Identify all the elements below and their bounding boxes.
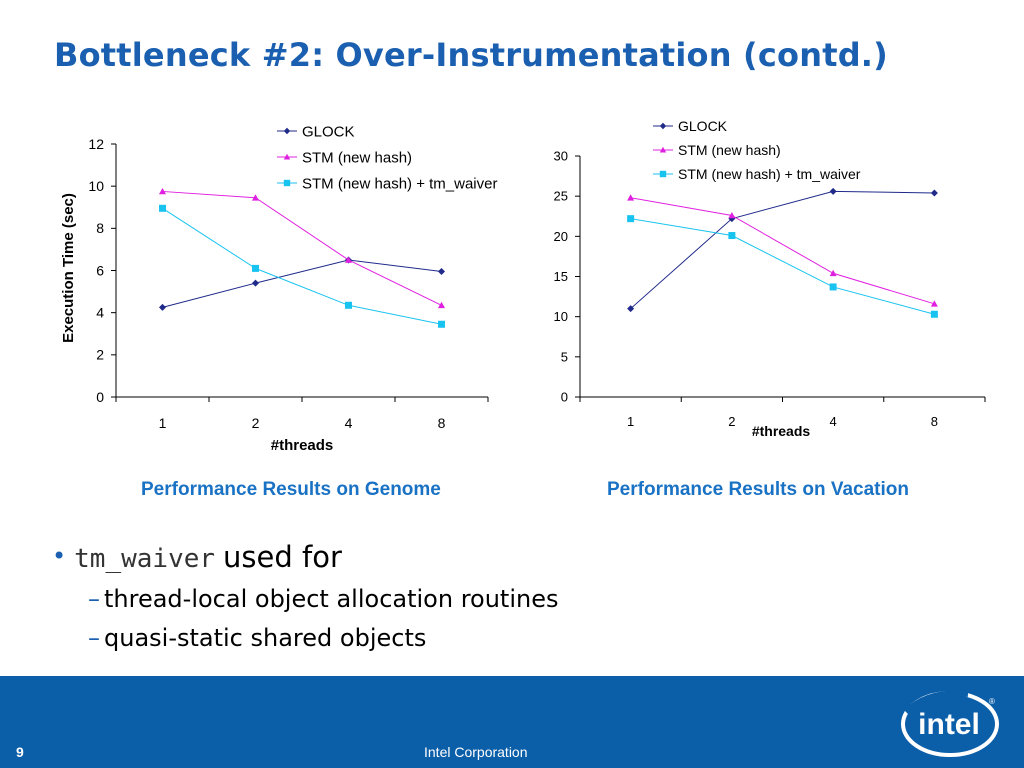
data-point xyxy=(345,301,352,309)
legend-label: STM (new hash) + tm_waiver xyxy=(302,175,497,192)
sub-bullet-item: – quasi-static shared objects xyxy=(88,619,559,658)
x-tick-label: 8 xyxy=(438,415,446,431)
y-tick-label: 0 xyxy=(561,390,568,405)
data-point xyxy=(627,305,635,313)
dash-icon: – xyxy=(88,624,100,652)
data-point xyxy=(930,189,938,197)
y-tick-label: 30 xyxy=(554,149,568,164)
data-point xyxy=(159,303,166,311)
legend-marker xyxy=(659,122,667,130)
y-tick-label: 15 xyxy=(554,269,568,284)
footer-bar: 9 Intel Corporation intel ® xyxy=(0,676,1024,768)
y-tick-label: 25 xyxy=(554,189,568,204)
dash-icon: – xyxy=(88,585,100,613)
x-tick-label: 8 xyxy=(931,414,938,429)
sub-bullet-item: – thread-local object allocation routines xyxy=(88,580,559,619)
x-tick-label: 2 xyxy=(728,414,735,429)
y-tick-label: 2 xyxy=(96,347,104,363)
data-point xyxy=(345,256,352,263)
data-point xyxy=(728,211,736,219)
vacation-caption: Performance Results on Vacation xyxy=(607,479,909,500)
data-point xyxy=(438,268,445,276)
y-tick-label: 5 xyxy=(561,349,568,364)
legend-label: STM (new hash) xyxy=(678,142,781,158)
data-point xyxy=(930,310,938,318)
legend-marker xyxy=(659,170,667,178)
slide-title: Bottleneck #2: Over-Instrumentation (con… xyxy=(54,36,888,74)
bullet-icon: • xyxy=(52,542,67,570)
legend-label: STM (new hash) xyxy=(302,149,412,166)
data-point xyxy=(252,279,259,287)
data-point xyxy=(829,269,837,277)
bullet-code: tm_waiver xyxy=(74,544,216,574)
y-tick-label: 6 xyxy=(96,262,104,278)
page-number: 9 xyxy=(16,744,24,760)
genome-caption: Performance Results on Genome xyxy=(141,479,441,500)
x-tick-label: 4 xyxy=(830,414,837,429)
y-tick-label: 12 xyxy=(88,136,104,152)
series-line xyxy=(162,190,442,306)
bullet-list: • tm_waiver used for – thread-local object … xyxy=(52,540,559,658)
data-point xyxy=(627,194,635,201)
x-tick-label: 1 xyxy=(627,414,634,429)
data-point xyxy=(438,320,445,328)
y-tick-label: 10 xyxy=(88,178,104,194)
data-point xyxy=(252,264,259,272)
bullet-text: used for xyxy=(223,540,342,574)
y-tick-label: 4 xyxy=(96,305,104,321)
x-tick-label: 1 xyxy=(159,415,167,431)
legend-marker xyxy=(659,146,667,153)
x-axis-title: #threads xyxy=(752,423,811,439)
sub-bullet-list: – thread-local object allocation routines… xyxy=(88,580,559,658)
x-tick-label: 2 xyxy=(252,415,260,431)
intel-logo: intel ® xyxy=(901,690,999,757)
series-line xyxy=(162,259,442,308)
intel-logo-text: intel xyxy=(918,708,980,741)
series-line xyxy=(162,207,442,325)
y-tick-label: 0 xyxy=(96,389,104,405)
y-tick-label: 8 xyxy=(96,220,104,236)
series-line xyxy=(630,197,935,305)
y-tick-label: 10 xyxy=(554,309,568,324)
data-point xyxy=(159,187,166,195)
sub-bullet-text: thread-local object allocation routines xyxy=(104,585,559,613)
series-line xyxy=(630,190,935,310)
sub-bullet-text: quasi-static shared objects xyxy=(104,624,427,652)
data-point xyxy=(930,300,938,307)
data-point xyxy=(829,187,837,195)
legend-label: GLOCK xyxy=(302,123,355,140)
company-name: Intel Corporation xyxy=(424,744,528,760)
legend-marker xyxy=(283,127,291,135)
x-axis-title: #threads xyxy=(271,437,334,454)
svg-text:®: ® xyxy=(989,697,995,706)
data-point xyxy=(252,194,259,201)
y-tick-label: 20 xyxy=(554,229,568,244)
legend-label: STM (new hash) + tm_waiver xyxy=(678,166,861,182)
data-point xyxy=(627,215,635,223)
legend-marker xyxy=(283,179,291,187)
bullet-main: • tm_waiver used for – thread-local object … xyxy=(52,540,559,658)
legend-label: GLOCK xyxy=(678,118,728,134)
data-point xyxy=(159,204,166,212)
x-tick-label: 4 xyxy=(345,415,353,431)
data-point xyxy=(728,232,736,240)
data-point xyxy=(438,301,445,309)
data-point xyxy=(829,283,837,291)
y-axis-title: Execution Time (sec) xyxy=(60,193,77,343)
series-line xyxy=(630,218,935,315)
legend-marker xyxy=(283,153,291,160)
